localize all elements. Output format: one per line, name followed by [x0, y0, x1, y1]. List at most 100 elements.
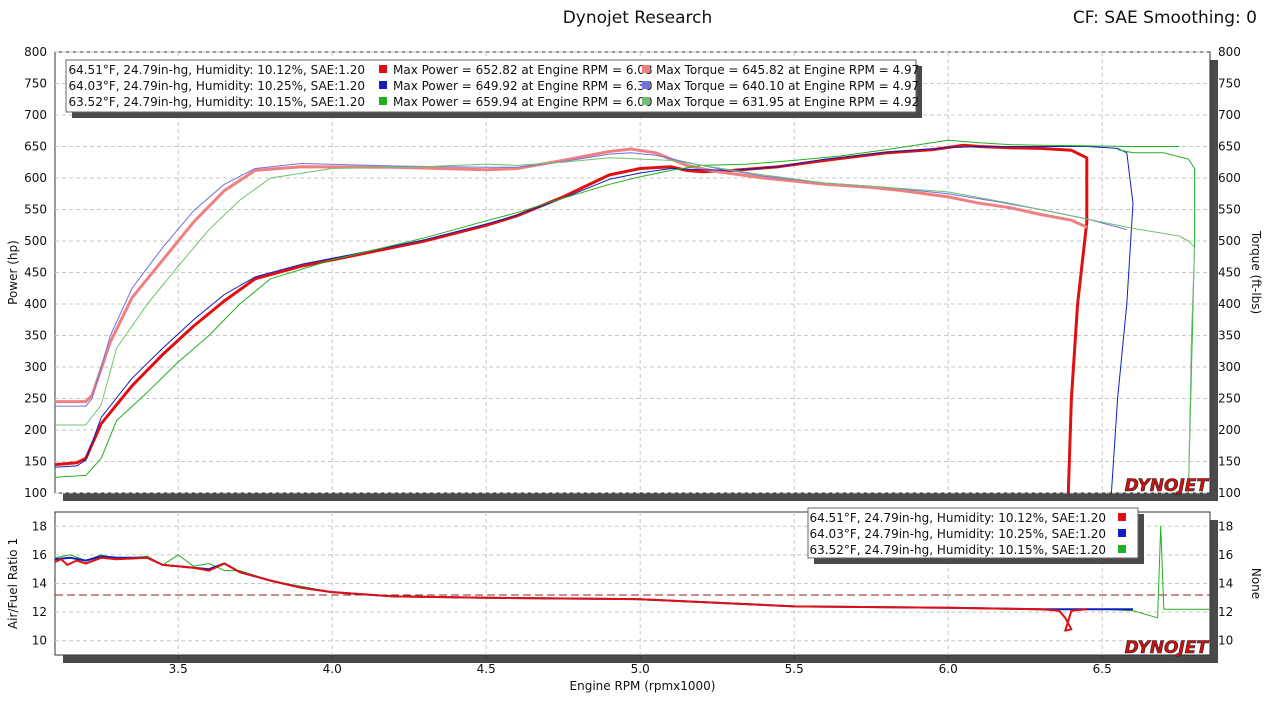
legend-max-power: Max Power = 659.94 at Engine RPM = 6.00 [393, 95, 653, 109]
y-tick-label: 18 [32, 519, 47, 533]
power-series-line [55, 139, 1180, 478]
y-tick-label: 350 [24, 329, 47, 343]
chart-title: Dynojet Research [562, 8, 713, 28]
y-tick-label: 100 [24, 486, 47, 500]
torque-series-line [55, 157, 1180, 426]
rpm-axis-ticks: 3.5 4.0 4.5 5.0 5.5 6.0 6.5 [169, 655, 1112, 676]
y-right-tick-label: 800 [1218, 45, 1241, 59]
y-right-tick-label: 100 [1218, 486, 1241, 500]
x-tick-label: 5.0 [631, 662, 650, 676]
y-right-tick-label: 650 [1218, 140, 1241, 154]
y-right-tick-label: 14 [1218, 577, 1233, 591]
cf-smoothing-info: CF: SAE Smoothing: 0 [1072, 8, 1257, 28]
y-right-tick-label: 600 [1218, 171, 1241, 185]
x-tick-label: 5.5 [785, 662, 804, 676]
afr-series [55, 525, 1210, 632]
torque-axis-ticks: 100 150 200 250 300 350 400 450 500 550 600 650 700 7… [1218, 45, 1241, 500]
y-tick-label: 800 [24, 45, 47, 59]
y-right-tick-label: 500 [1218, 234, 1241, 248]
power-series-line [55, 143, 1089, 493]
y-right-tick-label: 400 [1218, 297, 1241, 311]
power-torque-panel: 100 150 200 250 300 350 400 450 500 550 600 650 700 7… [6, 45, 1263, 500]
legend-torque-swatch [642, 65, 650, 73]
y-tick-label: 10 [32, 634, 47, 648]
torque-series-line [55, 152, 1127, 407]
legend-max-torque: Max Torque = 645.82 at Engine RPM = 4.97 [656, 63, 919, 77]
legend-max-torque: Max Torque = 640.10 at Engine RPM = 4.97 [656, 79, 919, 93]
y-right-tick-label: 16 [1218, 548, 1233, 562]
y-right-tick-label: 18 [1218, 519, 1233, 533]
legend-torque-swatch [642, 97, 650, 105]
power-series-line [55, 146, 1134, 493]
rpm-axis-label: Engine RPM (rpmx1000) [570, 679, 716, 693]
legend-conditions: 64.03°F, 24.79in-hg, Humidity: 10.25%, S… [68, 79, 365, 93]
top-legend: 64.51°F, 24.79in-hg, Humidity: 10.12%, S… [65, 59, 922, 118]
torque-series-line [1178, 235, 1196, 493]
bottom-legend: 64.51°F, 24.79in-hg, Humidity: 10.12%, S… [807, 507, 1144, 564]
legend-max-power: Max Power = 649.92 at Engine RPM = 6.30 [393, 79, 653, 93]
legend-torque-swatch [642, 81, 650, 89]
y-tick-label: 750 [24, 77, 47, 91]
afr-axis-ticks: 10 12 14 16 18 [32, 519, 47, 647]
y-tick-label: 150 [24, 455, 47, 469]
x-tick-label: 3.5 [169, 662, 188, 676]
afr-panel: 10 12 14 16 18 10 12 14 16 18 3.5 4.0 4.5 5.0 5.5 6.0… [6, 507, 1263, 693]
legend-box [65, 59, 917, 113]
afr-series-line [55, 556, 1087, 632]
legend-max-power: Max Power = 652.82 at Engine RPM = 6.08 [393, 63, 653, 77]
y-tick-label: 450 [24, 266, 47, 280]
none-axis-ticks: 10 12 14 16 18 [1218, 519, 1233, 647]
y-right-tick-label: 350 [1218, 329, 1241, 343]
y-right-tick-label: 12 [1218, 605, 1233, 619]
torque-series-line [55, 147, 1088, 404]
x-tick-label: 4.5 [477, 662, 496, 676]
legend-conditions: 64.51°F, 24.79in-hg, Humidity: 10.12%, S… [809, 511, 1106, 525]
legend-max-torque: Max Torque = 631.95 at Engine RPM = 4.92 [656, 95, 919, 109]
legend-conditions: 63.52°F, 24.79in-hg, Humidity: 10.15%, S… [68, 95, 365, 109]
y-tick-label: 14 [32, 577, 47, 591]
none-axis-label: None [1249, 568, 1263, 599]
afr-axis-label: Air/Fuel Ratio 1 [6, 538, 20, 629]
power-series-line [1117, 149, 1196, 493]
legend-power-swatch [379, 81, 387, 89]
y-tick-label: 650 [24, 140, 47, 154]
y-tick-label: 250 [24, 392, 47, 406]
dynojet-logo: DYNOJET [1125, 476, 1210, 496]
x-tick-label: 6.5 [1093, 662, 1112, 676]
y-tick-label: 400 [24, 297, 47, 311]
power-axis-label: Power (hp) [6, 240, 20, 305]
y-tick-label: 16 [32, 548, 47, 562]
legend-afr-swatch [1118, 513, 1126, 521]
y-right-tick-label: 200 [1218, 423, 1241, 437]
legend-afr-swatch [1118, 529, 1126, 537]
y-tick-label: 12 [32, 605, 47, 619]
y-right-tick-label: 150 [1218, 455, 1241, 469]
power-axis-ticks: 100 150 200 250 300 350 400 450 500 550 600 650 700 7… [24, 45, 47, 500]
y-right-tick-label: 550 [1218, 203, 1241, 217]
legend-power-swatch [379, 97, 387, 105]
power-torque-series [55, 139, 1196, 493]
y-right-tick-label: 250 [1218, 392, 1241, 406]
y-tick-label: 700 [24, 108, 47, 122]
legend-afr-swatch [1118, 545, 1126, 553]
torque-axis-label: Torque (ft-lbs) [1249, 230, 1263, 314]
y-tick-label: 200 [24, 423, 47, 437]
y-right-tick-label: 700 [1218, 108, 1241, 122]
dynojet-logo: DYNOJET [1125, 638, 1210, 658]
x-tick-label: 6.0 [939, 662, 958, 676]
legend-conditions: 64.03°F, 24.79in-hg, Humidity: 10.25%, S… [809, 527, 1106, 541]
legend-box [807, 507, 1139, 559]
y-right-tick-label: 300 [1218, 360, 1241, 374]
y-right-tick-label: 10 [1218, 634, 1233, 648]
y-tick-label: 500 [24, 234, 47, 248]
y-tick-label: 600 [24, 171, 47, 185]
y-tick-label: 550 [24, 203, 47, 217]
legend-conditions: 64.51°F, 24.79in-hg, Humidity: 10.12%, S… [68, 63, 365, 77]
y-right-tick-label: 750 [1218, 77, 1241, 91]
legend-conditions: 63.52°F, 24.79in-hg, Humidity: 10.15%, S… [809, 543, 1106, 557]
x-tick-label: 4.0 [323, 662, 342, 676]
y-tick-label: 300 [24, 360, 47, 374]
y-right-tick-label: 450 [1218, 266, 1241, 280]
legend-power-swatch [379, 65, 387, 73]
